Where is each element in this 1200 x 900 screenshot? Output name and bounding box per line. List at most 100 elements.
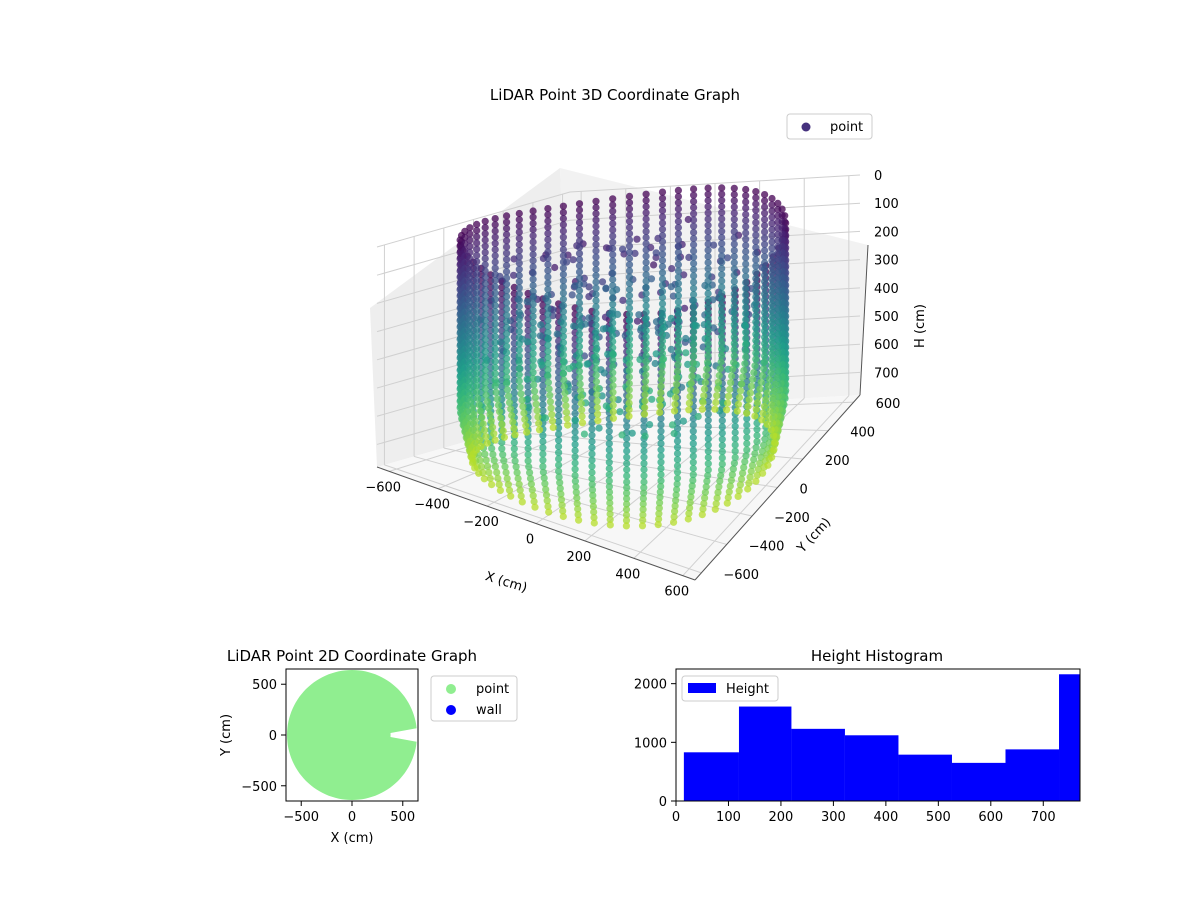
point-3d-2124 xyxy=(742,272,750,280)
point-3d-1809 xyxy=(690,247,698,255)
point-3d-1736 xyxy=(674,304,683,312)
point-3d-1741 xyxy=(674,335,683,343)
point-3d-2070 xyxy=(743,409,751,417)
point-3d-1373 xyxy=(609,300,617,308)
point-3d-2037 xyxy=(730,197,738,205)
point-3d-2335 xyxy=(768,201,776,209)
point-3d-1111 xyxy=(564,421,572,429)
point-3d-1170 xyxy=(575,299,584,307)
point-3d-545 xyxy=(481,236,489,244)
point-3d-1377 xyxy=(609,325,617,333)
point-3d-269 xyxy=(480,475,488,483)
point-3d-1247 xyxy=(592,272,600,280)
chart-2d-ytick-0: −500 xyxy=(241,780,277,795)
point-3d-1719 xyxy=(674,199,683,207)
point-3d-2133 xyxy=(742,328,750,336)
point-3d-547 xyxy=(481,248,489,256)
point-3d-1096 xyxy=(560,382,568,391)
point-3d-964 xyxy=(544,360,552,368)
point-3d-789 xyxy=(515,234,523,242)
point-3d-1419 xyxy=(625,373,634,381)
point-3d-865 xyxy=(529,294,537,302)
point-3d-1160 xyxy=(575,237,584,245)
point-3d-1654 xyxy=(658,331,667,339)
point-3d-939 xyxy=(544,205,552,213)
point-3d-1568 xyxy=(642,345,650,353)
point-3d-615 xyxy=(555,430,563,438)
point-3d-2120 xyxy=(742,248,750,256)
point-3d-1161 xyxy=(575,243,584,251)
point-3d-2123 xyxy=(742,266,750,274)
point-3d-1593 xyxy=(657,389,665,397)
point-3d-2240 xyxy=(773,399,781,407)
point-3d-1663 xyxy=(710,324,718,332)
point-3d-952 xyxy=(544,285,552,293)
point-3d-786 xyxy=(515,216,523,224)
point-3d-1180 xyxy=(575,361,584,369)
point-3d-2342 xyxy=(768,244,776,252)
point-3d-2218 xyxy=(752,349,760,357)
point-3d-1415 xyxy=(625,386,633,394)
histogram-bar-4 xyxy=(898,754,952,801)
point-3d-827 xyxy=(520,409,528,417)
point-3d-2121 xyxy=(742,254,750,262)
histogram-bar-3 xyxy=(844,735,899,801)
point-3d-1154 xyxy=(575,200,584,208)
point-3d-1463 xyxy=(625,273,634,281)
point-3d-571 xyxy=(482,391,490,399)
point-3d-1907 xyxy=(711,405,719,413)
point-3d-1737 xyxy=(674,310,683,319)
point-3d-1362 xyxy=(609,232,617,240)
point-3d-1496 xyxy=(641,404,649,412)
point-3d-1886 xyxy=(704,240,712,248)
point-3d-1187 xyxy=(656,493,664,501)
point-3d-1095 xyxy=(640,489,648,497)
point-3d-2419 xyxy=(774,367,782,375)
point-3d-624 xyxy=(491,227,499,235)
point-3d-1107 xyxy=(562,408,571,416)
point-3d-719 xyxy=(503,311,511,319)
point-3d-417 xyxy=(511,457,519,465)
point-3d-1074 xyxy=(559,270,568,278)
point-3d-1954 xyxy=(718,184,726,192)
point-3d-1673 xyxy=(671,394,680,402)
point-3d-2350 xyxy=(768,294,776,302)
point-3d-2290 xyxy=(761,315,769,323)
point-3d-1831 xyxy=(698,405,706,413)
point-3d-1189 xyxy=(656,499,664,507)
point-3d-2339 xyxy=(768,226,776,234)
point-3d-1145 xyxy=(657,427,665,435)
point-3d-1972 xyxy=(718,295,726,304)
point-3d-1657 xyxy=(658,349,667,358)
point-3d-2287 xyxy=(761,296,769,304)
point-3d-1562 xyxy=(642,308,650,316)
point-3d-464 xyxy=(524,451,532,459)
point-3d-2237 xyxy=(760,365,768,373)
point-3d-469 xyxy=(473,239,481,247)
point-3d-1887 xyxy=(704,246,712,254)
point-3d-1826 xyxy=(690,352,698,361)
point-3d-1280 xyxy=(673,412,682,420)
point-3d-2223 xyxy=(765,414,773,422)
point-3d-1628 xyxy=(731,441,739,449)
point-3d-1196 xyxy=(578,412,586,420)
point-3d-1183 xyxy=(576,374,584,382)
point-3d-1734 xyxy=(674,292,683,300)
point-3d-905 xyxy=(605,471,613,479)
histogram-xtick-1: 100 xyxy=(716,810,741,825)
histogram-xtick-6: 600 xyxy=(978,810,1003,825)
point-3d-697 xyxy=(571,440,579,448)
point-3d-2075 xyxy=(744,402,752,410)
point-3d-340 xyxy=(499,451,507,459)
point-3d-280 xyxy=(493,468,501,476)
point-3d-2081 xyxy=(741,360,749,368)
point-3d-1069 xyxy=(559,239,568,247)
point-3d-1649 xyxy=(658,300,667,308)
point-3d-410 xyxy=(466,366,474,374)
point-3d-621 xyxy=(555,467,563,475)
point-3d-539 xyxy=(539,450,547,458)
point-3d-1308 xyxy=(650,261,658,269)
point-3d-909 xyxy=(531,387,539,395)
point-3d-823 xyxy=(589,497,597,505)
point-3d-1089 xyxy=(559,363,568,372)
